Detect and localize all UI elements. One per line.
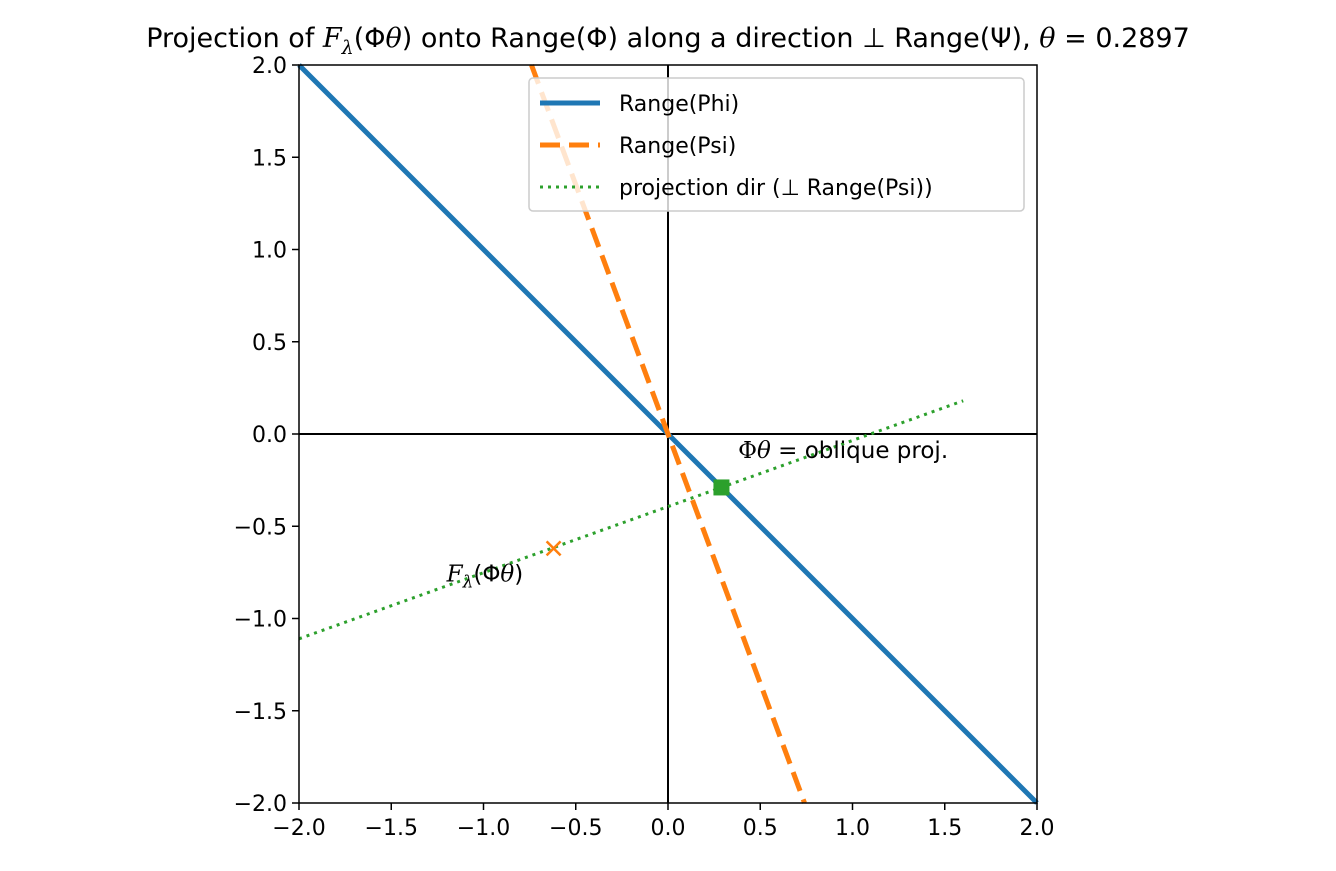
x-tick-label: 2.0 bbox=[1020, 816, 1055, 841]
x-tick-label: −0.5 bbox=[549, 816, 602, 841]
annot-F-lambda: λ bbox=[462, 573, 474, 593]
title-middle: ) onto Range(Φ) along a direction ⊥ Rang… bbox=[402, 23, 1040, 54]
series-line-2 bbox=[298, 399, 964, 641]
x-tick-label: 0.5 bbox=[743, 816, 778, 841]
y-axis-ticks: 2.0 1.5 1.0 0.5 0.0 −0.5 −1.0 −1.5 −2.0 bbox=[234, 54, 299, 817]
title-arg: (Φ bbox=[354, 23, 386, 54]
annot-phi: Φ bbox=[738, 438, 757, 464]
y-tick-label: 2.0 bbox=[252, 54, 287, 79]
annot-F-theta: θ bbox=[500, 562, 514, 588]
y-tick-label: −1.5 bbox=[234, 700, 287, 725]
title-F: F bbox=[322, 23, 343, 54]
y-tick-label: −2.0 bbox=[234, 792, 287, 817]
title-arg-theta: θ bbox=[385, 23, 401, 54]
legend-entry: Range(Psi) bbox=[540, 134, 736, 159]
title-lambda-subscript: λ bbox=[341, 37, 354, 59]
F-lambda-label: Fλ(Φθ) bbox=[446, 562, 524, 593]
annot-rest: = oblique proj. bbox=[771, 438, 948, 464]
points-layer bbox=[545, 479, 730, 557]
legend-entries: Range(Phi) Range(Psi) projection dir (⊥ Ra… bbox=[540, 92, 933, 201]
y-tick-label: 1.0 bbox=[252, 239, 287, 264]
y-tick-label: −1.0 bbox=[234, 608, 287, 633]
legend-entry: Range(Phi) bbox=[540, 92, 739, 117]
F_lambda-point bbox=[545, 540, 562, 557]
title-prefix: Projection of bbox=[146, 23, 323, 54]
chart-title: Projection of Fλ(Φθ) onto Range(Φ) along… bbox=[146, 23, 1190, 59]
annot-F-open: (Φ bbox=[473, 562, 500, 588]
oblique-projection-point bbox=[713, 479, 730, 496]
legend-label: projection dir (⊥ Range(Psi)) bbox=[619, 176, 933, 201]
x-axis-ticks: −2.0 −1.5 −1.0 −0.5 0.0 0.5 1.0 1.5 2.0 bbox=[272, 803, 1055, 841]
legend-label: Range(Phi) bbox=[619, 92, 739, 117]
y-tick-label: 0.0 bbox=[252, 423, 287, 448]
legend-entry: projection dir (⊥ Range(Psi)) bbox=[540, 176, 933, 201]
y-tick-label: 1.5 bbox=[252, 146, 287, 171]
title-theta: θ bbox=[1039, 23, 1055, 54]
x-tick-label: 0.0 bbox=[651, 816, 686, 841]
legend: Range(Phi) Range(Psi) projection dir (⊥ Ra… bbox=[528, 77, 1025, 212]
x-tick-label: −1.5 bbox=[365, 816, 418, 841]
legend-label: Range(Psi) bbox=[619, 134, 736, 159]
legend-box bbox=[528, 77, 1025, 212]
x-tick-label: −2.0 bbox=[272, 816, 325, 841]
x-tick-label: 1.0 bbox=[835, 816, 870, 841]
oblique-projection-label: Φθ = oblique proj. bbox=[738, 438, 948, 464]
annot-F-letter: F bbox=[446, 562, 464, 588]
annot-F-close: ) bbox=[514, 562, 523, 588]
title-theta-value: = 0.2897 bbox=[1056, 23, 1190, 54]
annot-theta: θ bbox=[757, 438, 771, 464]
x-tick-label: 1.5 bbox=[927, 816, 962, 841]
x-tick-label: −1.0 bbox=[457, 816, 510, 841]
y-tick-label: 0.5 bbox=[252, 331, 287, 356]
y-tick-label: −0.5 bbox=[234, 515, 287, 540]
